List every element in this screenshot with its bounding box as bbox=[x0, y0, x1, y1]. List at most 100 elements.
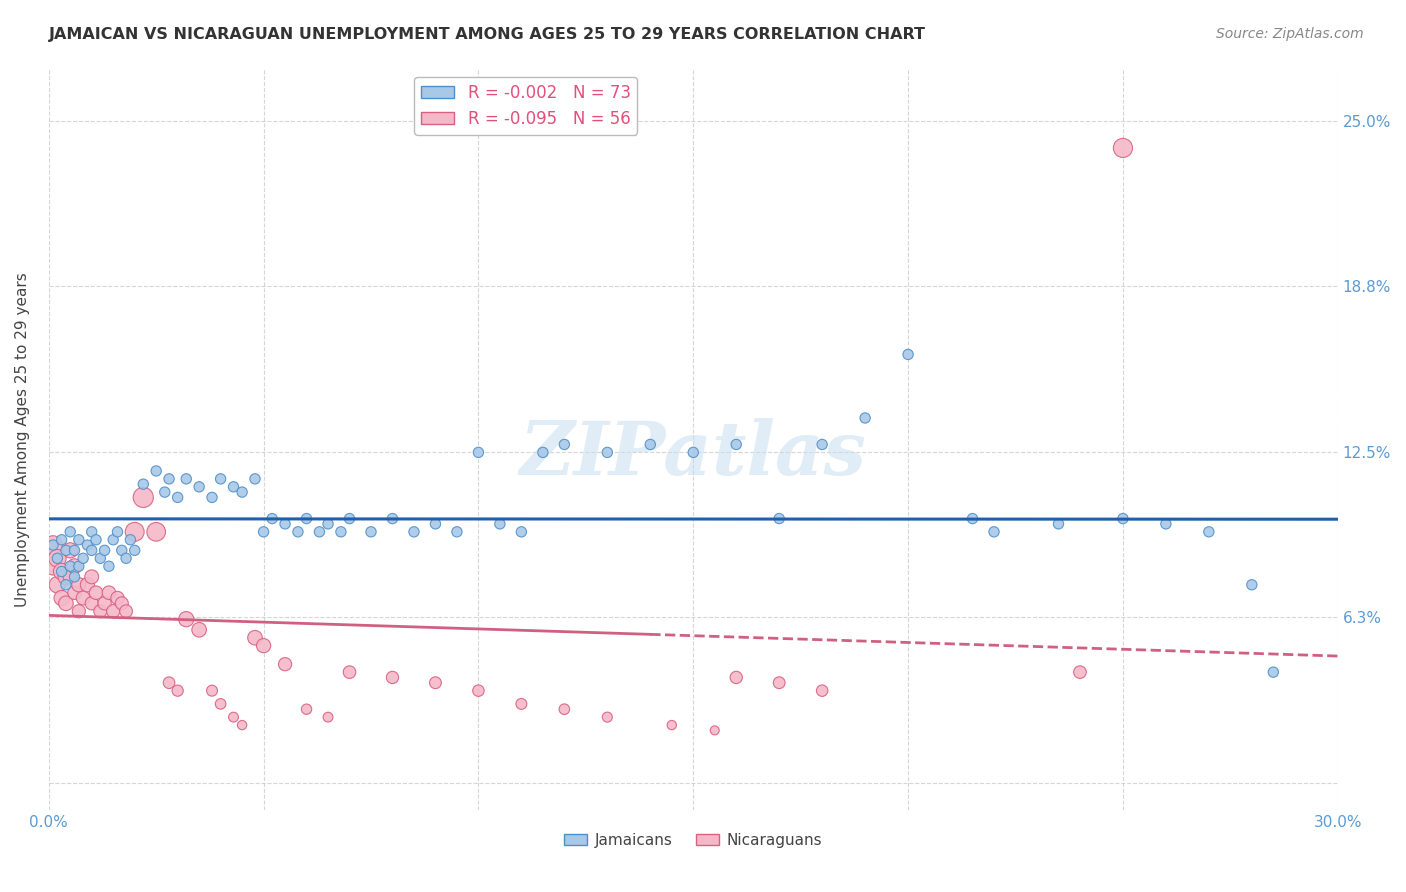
Point bbox=[1263, 665, 1285, 680]
Point bbox=[76, 538, 98, 552]
Point bbox=[93, 543, 115, 558]
Point bbox=[853, 411, 876, 425]
Point bbox=[89, 551, 111, 566]
Point bbox=[84, 585, 107, 599]
Point bbox=[209, 697, 232, 711]
Point bbox=[166, 491, 188, 505]
Point bbox=[67, 578, 90, 592]
Point bbox=[316, 710, 339, 724]
Point bbox=[76, 578, 98, 592]
Point bbox=[80, 570, 103, 584]
Point bbox=[682, 445, 704, 459]
Point bbox=[308, 524, 330, 539]
Point bbox=[1047, 516, 1070, 531]
Point bbox=[316, 516, 339, 531]
Point bbox=[153, 485, 176, 500]
Point bbox=[201, 491, 224, 505]
Point bbox=[339, 511, 361, 525]
Text: ZIPatlas: ZIPatlas bbox=[520, 417, 866, 491]
Point bbox=[811, 437, 834, 451]
Point bbox=[107, 591, 129, 605]
Point bbox=[103, 604, 125, 618]
Point bbox=[231, 485, 253, 500]
Point bbox=[897, 347, 920, 361]
Point bbox=[360, 524, 382, 539]
Point bbox=[124, 524, 146, 539]
Point bbox=[80, 543, 103, 558]
Point bbox=[46, 578, 69, 592]
Point bbox=[339, 665, 361, 680]
Point bbox=[295, 702, 318, 716]
Point bbox=[768, 675, 790, 690]
Point bbox=[63, 559, 86, 574]
Point bbox=[46, 551, 69, 566]
Point bbox=[93, 596, 115, 610]
Point bbox=[274, 657, 297, 672]
Point bbox=[157, 472, 180, 486]
Point bbox=[661, 718, 683, 732]
Point bbox=[402, 524, 425, 539]
Text: Source: ZipAtlas.com: Source: ZipAtlas.com bbox=[1216, 27, 1364, 41]
Point bbox=[107, 524, 129, 539]
Point bbox=[231, 718, 253, 732]
Point bbox=[63, 570, 86, 584]
Point bbox=[188, 623, 211, 637]
Point bbox=[51, 565, 73, 579]
Point bbox=[209, 472, 232, 486]
Point bbox=[174, 472, 197, 486]
Point bbox=[59, 559, 82, 574]
Point bbox=[425, 675, 447, 690]
Point bbox=[51, 591, 73, 605]
Point bbox=[703, 723, 725, 738]
Point bbox=[174, 612, 197, 626]
Point bbox=[80, 596, 103, 610]
Point bbox=[262, 511, 284, 525]
Point bbox=[132, 491, 155, 505]
Point bbox=[489, 516, 512, 531]
Point bbox=[329, 524, 352, 539]
Point bbox=[51, 533, 73, 547]
Point bbox=[553, 702, 575, 716]
Point bbox=[145, 524, 167, 539]
Point bbox=[63, 543, 86, 558]
Point bbox=[811, 683, 834, 698]
Point bbox=[640, 437, 662, 451]
Point bbox=[596, 445, 619, 459]
Point bbox=[55, 578, 77, 592]
Point bbox=[124, 543, 146, 558]
Point bbox=[983, 524, 1005, 539]
Point bbox=[59, 570, 82, 584]
Point bbox=[103, 533, 125, 547]
Point bbox=[295, 511, 318, 525]
Point bbox=[55, 543, 77, 558]
Point bbox=[725, 437, 748, 451]
Point bbox=[120, 533, 142, 547]
Point bbox=[111, 596, 134, 610]
Point bbox=[55, 570, 77, 584]
Point bbox=[1112, 511, 1135, 525]
Point bbox=[1154, 516, 1177, 531]
Point bbox=[553, 437, 575, 451]
Point bbox=[97, 559, 120, 574]
Point bbox=[467, 683, 489, 698]
Point bbox=[381, 670, 404, 684]
Y-axis label: Unemployment Among Ages 25 to 29 years: Unemployment Among Ages 25 to 29 years bbox=[15, 272, 30, 607]
Point bbox=[1198, 524, 1220, 539]
Point bbox=[55, 596, 77, 610]
Point bbox=[381, 511, 404, 525]
Point bbox=[222, 480, 245, 494]
Point bbox=[84, 533, 107, 547]
Point bbox=[42, 538, 65, 552]
Point bbox=[132, 477, 155, 491]
Point bbox=[89, 604, 111, 618]
Point bbox=[145, 464, 167, 478]
Point bbox=[252, 524, 274, 539]
Point bbox=[252, 639, 274, 653]
Legend: Jamaicans, Nicaraguans: Jamaicans, Nicaraguans bbox=[558, 827, 828, 854]
Point bbox=[222, 710, 245, 724]
Point bbox=[67, 533, 90, 547]
Point bbox=[1112, 141, 1135, 155]
Point bbox=[962, 511, 984, 525]
Point bbox=[97, 585, 120, 599]
Point bbox=[63, 585, 86, 599]
